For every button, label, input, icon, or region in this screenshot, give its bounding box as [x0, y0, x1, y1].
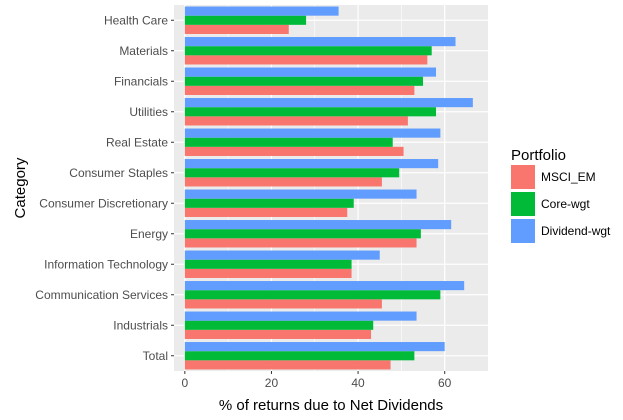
bar-msci-em — [184, 85, 415, 95]
bar-msci-em — [184, 146, 404, 156]
bar-core-wgt — [184, 198, 354, 208]
bar-core-wgt — [184, 168, 400, 178]
bar-dividend-wgt — [184, 189, 417, 199]
bar-msci-em — [184, 268, 352, 278]
plot-panel — [174, 5, 488, 371]
y-tick-label: Financials — [114, 74, 168, 88]
bars — [184, 6, 473, 370]
bar-core-wgt — [184, 351, 415, 361]
bar-dividend-wgt — [184, 159, 439, 169]
legend-title: Portfolio — [511, 147, 566, 164]
bar-msci-em — [184, 360, 391, 370]
y-tick-label: Consumer Discretionary — [39, 196, 168, 210]
bar-msci-em — [184, 177, 382, 187]
bar-msci-em — [184, 238, 417, 248]
legend-key-dividend-wgt — [511, 219, 535, 243]
x-tick-label: 20 — [265, 376, 279, 390]
bar-dividend-wgt — [184, 342, 445, 352]
bar-dividend-wgt — [184, 98, 473, 108]
bar-core-wgt — [184, 229, 421, 239]
bar-dividend-wgt — [184, 6, 339, 16]
bar-dividend-wgt — [184, 281, 465, 291]
bar-core-wgt — [184, 76, 424, 86]
y-tick-label: Utilities — [129, 105, 168, 119]
y-axis-title: Category — [12, 157, 29, 218]
bar-msci-em — [184, 329, 372, 339]
y-tick-label: Materials — [119, 44, 168, 58]
legend-label: Dividend-wgt — [541, 224, 611, 238]
y-tick-label: Communication Services — [35, 288, 168, 302]
x-tick-label: 40 — [351, 376, 365, 390]
bar-core-wgt — [184, 137, 393, 147]
legend: Portfolio MSCI_EM Core-wgt Dividend-wgt — [511, 147, 611, 243]
legend-key-msci-em — [511, 165, 535, 189]
y-tick-label: Information Technology — [44, 257, 168, 271]
bar-msci-em — [184, 55, 428, 65]
bar-msci-em — [184, 116, 408, 126]
legend-label: MSCI_EM — [541, 170, 596, 184]
bar-dividend-wgt — [184, 311, 417, 321]
bar-core-wgt — [184, 290, 441, 300]
legend-label: Core-wgt — [541, 197, 590, 211]
y-tick-label: Health Care — [104, 13, 168, 27]
bar-dividend-wgt — [184, 250, 380, 260]
bar-core-wgt — [184, 46, 432, 56]
y-tick-label: Energy — [130, 227, 168, 241]
x-tick-label: 60 — [438, 376, 452, 390]
bar-dividend-wgt — [184, 37, 456, 47]
bar-msci-em — [184, 299, 382, 309]
bar-msci-em — [184, 207, 348, 217]
bar-core-wgt — [184, 320, 374, 330]
bar-dividend-wgt — [184, 67, 437, 77]
y-tick-label: Total — [143, 349, 168, 363]
y-tick-label: Real Estate — [106, 135, 168, 149]
legend-key-core-wgt — [511, 192, 535, 216]
y-tick-label: Consumer Staples — [69, 166, 168, 180]
bar-dividend-wgt — [184, 128, 441, 138]
bar-core-wgt — [184, 15, 307, 25]
bar-core-wgt — [184, 107, 437, 117]
x-tick-label: 0 — [181, 376, 188, 390]
y-tick-labels: Health Care Materials Financials Utilities R… — [35, 13, 174, 363]
bar-msci-em — [184, 24, 289, 34]
bar-dividend-wgt — [184, 220, 452, 230]
y-tick-label: Industrials — [113, 318, 168, 332]
x-tick-labels: 0 20 40 60 — [181, 371, 452, 390]
x-axis-title: % of returns due to Net Dividends — [219, 397, 443, 414]
bar-core-wgt — [184, 259, 352, 269]
